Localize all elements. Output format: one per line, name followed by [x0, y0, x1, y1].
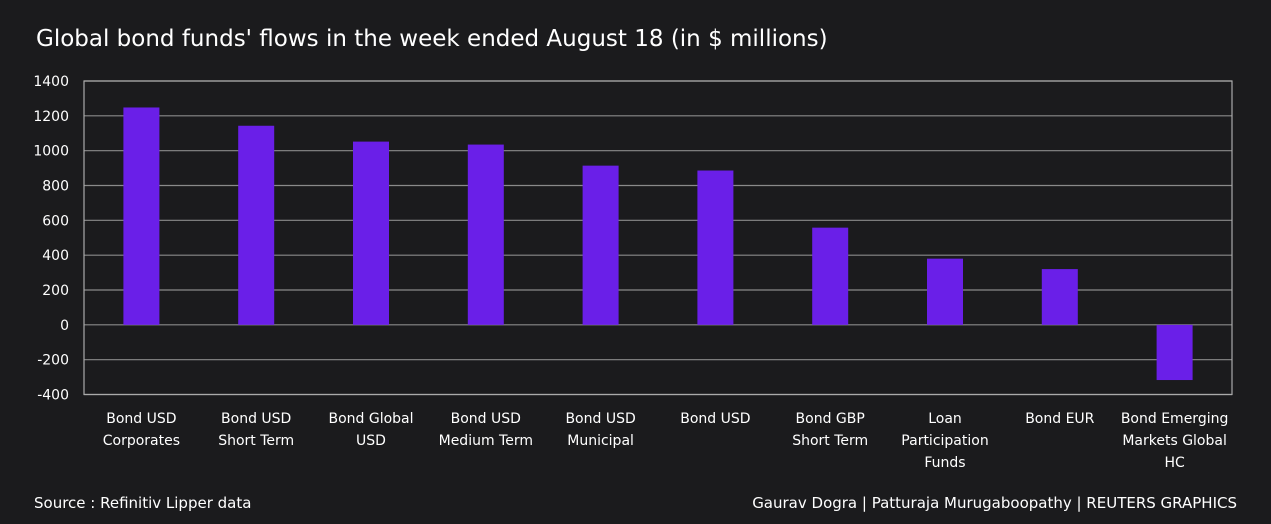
- y-tick-label: 1200: [33, 109, 69, 125]
- bar: [927, 258, 963, 325]
- bar: [1156, 324, 1193, 381]
- x-tick-label: Bond USD Municipal: [565, 411, 635, 449]
- bar: [1041, 269, 1078, 325]
- x-tick-label: Bond USD: [680, 411, 750, 427]
- bar: [812, 227, 849, 325]
- y-tick-label: -400: [37, 388, 69, 404]
- y-tick-label: 200: [42, 283, 69, 299]
- bar: [697, 170, 734, 325]
- y-tick-label: 600: [42, 213, 69, 229]
- x-tick-label: Bond USD Short Term: [218, 411, 294, 449]
- bar: [123, 107, 160, 325]
- bar: [238, 125, 275, 325]
- chart-title: Global bond funds' flows in the week end…: [36, 26, 828, 52]
- x-tick-label: Bond USD Corporates: [103, 411, 180, 449]
- x-tick-label: Loan Participation Funds: [901, 411, 988, 471]
- source-note: Source : Refinitiv Lipper data: [34, 494, 252, 512]
- y-tick-label: 800: [42, 179, 69, 195]
- bar: [582, 165, 619, 325]
- x-tick-label: Bond GBP Short Term: [792, 411, 868, 449]
- y-tick-label: 0: [60, 318, 69, 334]
- x-tick-label: Bond USD Medium Term: [439, 411, 533, 449]
- y-tick-label: 400: [42, 248, 69, 264]
- y-tick-label: 1400: [33, 74, 69, 90]
- x-tick-label: Bond Global USD: [328, 411, 413, 449]
- x-tick-label: Bond EUR: [1025, 411, 1094, 427]
- plot-frame: [83, 80, 1233, 396]
- y-tick-label: -200: [37, 353, 69, 369]
- credit-line: Gaurav Dogra | Patturaja Murugaboopathy …: [752, 494, 1237, 512]
- bar: [353, 141, 389, 325]
- x-tick-label: Bond Emerging Markets Global HC: [1121, 411, 1229, 471]
- y-tick-label: 1000: [33, 144, 69, 160]
- bar: [467, 144, 504, 325]
